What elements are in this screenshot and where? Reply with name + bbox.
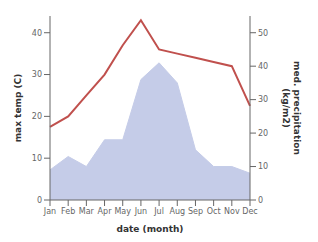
svg-text:Apr: Apr: [98, 207, 113, 216]
svg-text:May: May: [114, 207, 131, 216]
svg-text:Jan: Jan: [43, 207, 56, 216]
svg-text:20: 20: [32, 112, 42, 121]
svg-text:40: 40: [32, 29, 42, 38]
svg-text:med. precipitation(kg/m2): med. precipitation(kg/m2): [281, 61, 302, 155]
svg-text:0: 0: [258, 196, 263, 205]
svg-text:50: 50: [258, 29, 268, 38]
svg-text:20: 20: [258, 129, 268, 138]
svg-text:Oct: Oct: [207, 207, 221, 216]
svg-text:Aug: Aug: [169, 207, 185, 216]
svg-text:Nov: Nov: [224, 207, 240, 216]
svg-text:0: 0: [37, 196, 42, 205]
svg-text:Mar: Mar: [79, 207, 95, 216]
svg-text:Sep: Sep: [188, 207, 203, 216]
svg-text:Dec: Dec: [242, 207, 257, 216]
svg-text:Jun: Jun: [134, 207, 148, 216]
svg-text:Jul: Jul: [153, 207, 164, 216]
svg-text:date (month): date (month): [117, 224, 184, 234]
svg-text:10: 10: [32, 154, 42, 163]
svg-text:10: 10: [258, 162, 268, 171]
svg-text:Feb: Feb: [61, 207, 75, 216]
svg-text:30: 30: [258, 95, 268, 104]
svg-text:max temp (C): max temp (C): [13, 74, 23, 143]
svg-text:40: 40: [258, 62, 268, 71]
svg-text:30: 30: [32, 70, 42, 79]
